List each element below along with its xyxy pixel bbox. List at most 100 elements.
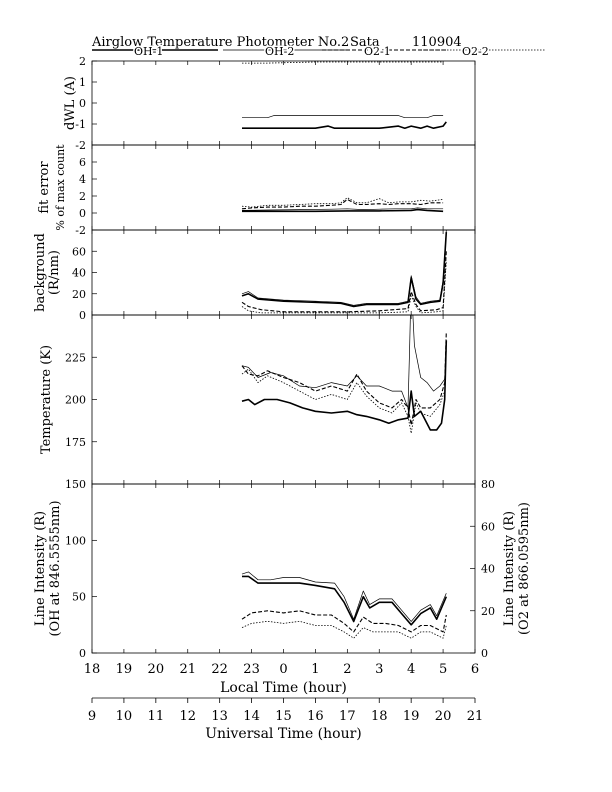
panel-frame bbox=[91, 60, 476, 146]
series-o2-1 bbox=[241, 331, 447, 426]
panel-series bbox=[241, 571, 448, 639]
ytick-label: 60 bbox=[72, 245, 86, 258]
universal-time-tick: 14 bbox=[243, 709, 260, 724]
local-time-tick: 0 bbox=[279, 662, 287, 677]
y-axis-label: (OH at 846.5555nm) bbox=[48, 500, 63, 636]
ytick-label-right: 40 bbox=[481, 563, 495, 576]
ytick-label: 175 bbox=[65, 436, 86, 449]
chart-site: Sata bbox=[350, 35, 380, 50]
legend-label-o2-1: O2-1 bbox=[364, 45, 391, 58]
universal-time-tick: 15 bbox=[275, 709, 292, 724]
universal-time-label: Universal Time (hour) bbox=[205, 726, 362, 742]
chart-date: 110904 bbox=[412, 35, 462, 50]
universal-time-tick: 19 bbox=[403, 709, 420, 724]
series-oh-2 bbox=[241, 230, 447, 306]
local-time-tick: 20 bbox=[148, 662, 165, 677]
panel-2: 6 4 2 0 -2 fit error% of max count bbox=[37, 144, 476, 237]
local-time-tick: 1 bbox=[311, 662, 319, 677]
series-o2-2 bbox=[242, 61, 444, 64]
legend-label-oh-1: OH-1 bbox=[134, 45, 163, 58]
ytick-label: -2 bbox=[75, 139, 86, 152]
ytick-label-right: 0 bbox=[481, 647, 488, 660]
y-axis-label: background bbox=[33, 233, 48, 312]
panel-frame bbox=[91, 144, 476, 231]
ytick-label: 200 bbox=[65, 394, 86, 407]
series-oh-2 bbox=[241, 571, 447, 622]
series-oh-1 bbox=[242, 575, 448, 626]
panel-series bbox=[241, 230, 448, 314]
universal-time-tick: 18 bbox=[371, 709, 388, 724]
y-axis-label-right: Line Intensity (R) bbox=[502, 511, 517, 626]
panel-series bbox=[242, 61, 447, 129]
local-time-tick: 3 bbox=[375, 662, 383, 677]
local-time-tick: 22 bbox=[211, 662, 228, 677]
local-time-tick: 4 bbox=[407, 662, 415, 677]
series-o2-2 bbox=[241, 197, 444, 208]
ytick-label: 0 bbox=[79, 309, 86, 322]
ytick-label: 225 bbox=[65, 351, 86, 364]
ytick-label: 40 bbox=[72, 267, 86, 280]
ytick-label: 50 bbox=[72, 591, 86, 604]
ytick-label-right: 80 bbox=[481, 478, 495, 491]
series-oh-1 bbox=[242, 208, 444, 213]
y-axis-label-right: (O2 at 866.0595nm) bbox=[517, 502, 532, 635]
series-o2-2 bbox=[241, 261, 447, 314]
series-o2-1 bbox=[241, 198, 444, 210]
local-time-tick: 23 bbox=[243, 662, 260, 677]
series-oh-2 bbox=[241, 315, 447, 409]
ytick-label-right: 60 bbox=[481, 520, 495, 533]
universal-time-tick: 21 bbox=[467, 709, 484, 724]
universal-time-tick: 11 bbox=[148, 709, 165, 724]
panel-frame bbox=[91, 314, 476, 485]
series-oh-2 bbox=[242, 115, 444, 119]
ytick-label: 0 bbox=[79, 97, 86, 110]
universal-time-tick: 17 bbox=[339, 709, 356, 724]
local-time-tick: 18 bbox=[84, 662, 101, 677]
series-o2-1 bbox=[241, 610, 447, 633]
ytick-label: 20 bbox=[72, 288, 86, 301]
panel-4: 225 200 175 Temperature (K) bbox=[39, 314, 476, 485]
local-time-tick: 5 bbox=[439, 662, 447, 677]
y-axis-label: fit error bbox=[37, 161, 52, 214]
series-o2-2 bbox=[241, 348, 447, 434]
ytick-label: -1 bbox=[75, 118, 86, 131]
ytick-label: 150 bbox=[65, 478, 86, 491]
ytick-label: 100 bbox=[65, 534, 86, 547]
y-axis-label: Temperature (K) bbox=[39, 345, 54, 454]
ytick-label: 4 bbox=[79, 173, 86, 186]
y-axis-label: dWL (A) bbox=[63, 76, 78, 130]
ytick-label: -2 bbox=[75, 224, 86, 237]
local-time-tick: 2 bbox=[343, 662, 351, 677]
universal-time-tick: 16 bbox=[307, 709, 324, 724]
local-time-label: Local Time (hour) bbox=[220, 680, 347, 696]
series-oh-1 bbox=[241, 340, 448, 431]
local-time-tick: 19 bbox=[116, 662, 133, 677]
y-axis-label: (R/nm) bbox=[47, 250, 62, 295]
chart-title: Airglow Temperature Photometer No.2 bbox=[91, 35, 349, 50]
legend-label-o2-2: O2-2 bbox=[462, 45, 489, 58]
series-oh-1 bbox=[241, 232, 448, 308]
universal-time-tick: 20 bbox=[435, 709, 452, 724]
ytick-label: 6 bbox=[79, 156, 86, 169]
universal-time-tick: 13 bbox=[211, 709, 228, 724]
universal-time-tick: 12 bbox=[179, 709, 196, 724]
panel-frame bbox=[91, 229, 476, 316]
y-axis-label: % of max count bbox=[54, 144, 67, 231]
series-oh-2 bbox=[241, 207, 444, 211]
y-axis-label: Line Intensity (R) bbox=[33, 511, 48, 626]
series-o2-1 bbox=[241, 251, 447, 313]
local-time-tick: 21 bbox=[179, 662, 196, 677]
ytick-label: 2 bbox=[79, 190, 86, 203]
ytick-label: 1 bbox=[79, 76, 86, 89]
panel-series bbox=[241, 315, 448, 434]
ytick-label-right: 20 bbox=[481, 605, 495, 618]
series-oh-1 bbox=[242, 121, 447, 129]
legend: OH-1 OH-2 O2-1 O2-2 bbox=[92, 44, 546, 60]
panel-series bbox=[241, 197, 444, 213]
universal-time-tick: 9 bbox=[88, 709, 96, 724]
